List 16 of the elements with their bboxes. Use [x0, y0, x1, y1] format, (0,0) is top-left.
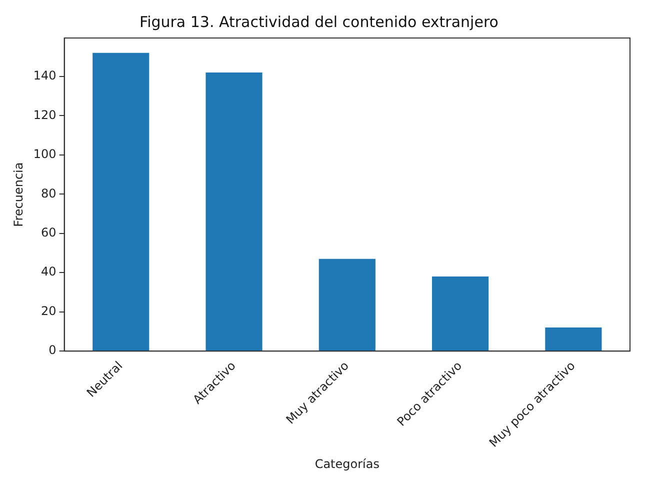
chart-title: Figura 13. Atractividad del contenido extranjero [140, 12, 498, 31]
y-tick-label: 60 [41, 226, 56, 240]
y-tick-label: 0 [48, 343, 56, 358]
bar [432, 276, 489, 351]
bar [206, 72, 262, 351]
y-tick-label: 80 [41, 186, 56, 200]
y-tick-label: 40 [41, 264, 56, 279]
y-tick-label: 140 [33, 68, 56, 83]
bar [92, 52, 150, 351]
y-tick-label: 20 [41, 304, 56, 318]
y-tick-label: 120 [33, 108, 56, 122]
y-axis-title: Frecuencia [11, 162, 26, 227]
x-axis-title: Categorías [314, 456, 380, 471]
y-tick-label: 100 [33, 147, 56, 162]
bar [545, 328, 602, 351]
bar [318, 258, 376, 351]
